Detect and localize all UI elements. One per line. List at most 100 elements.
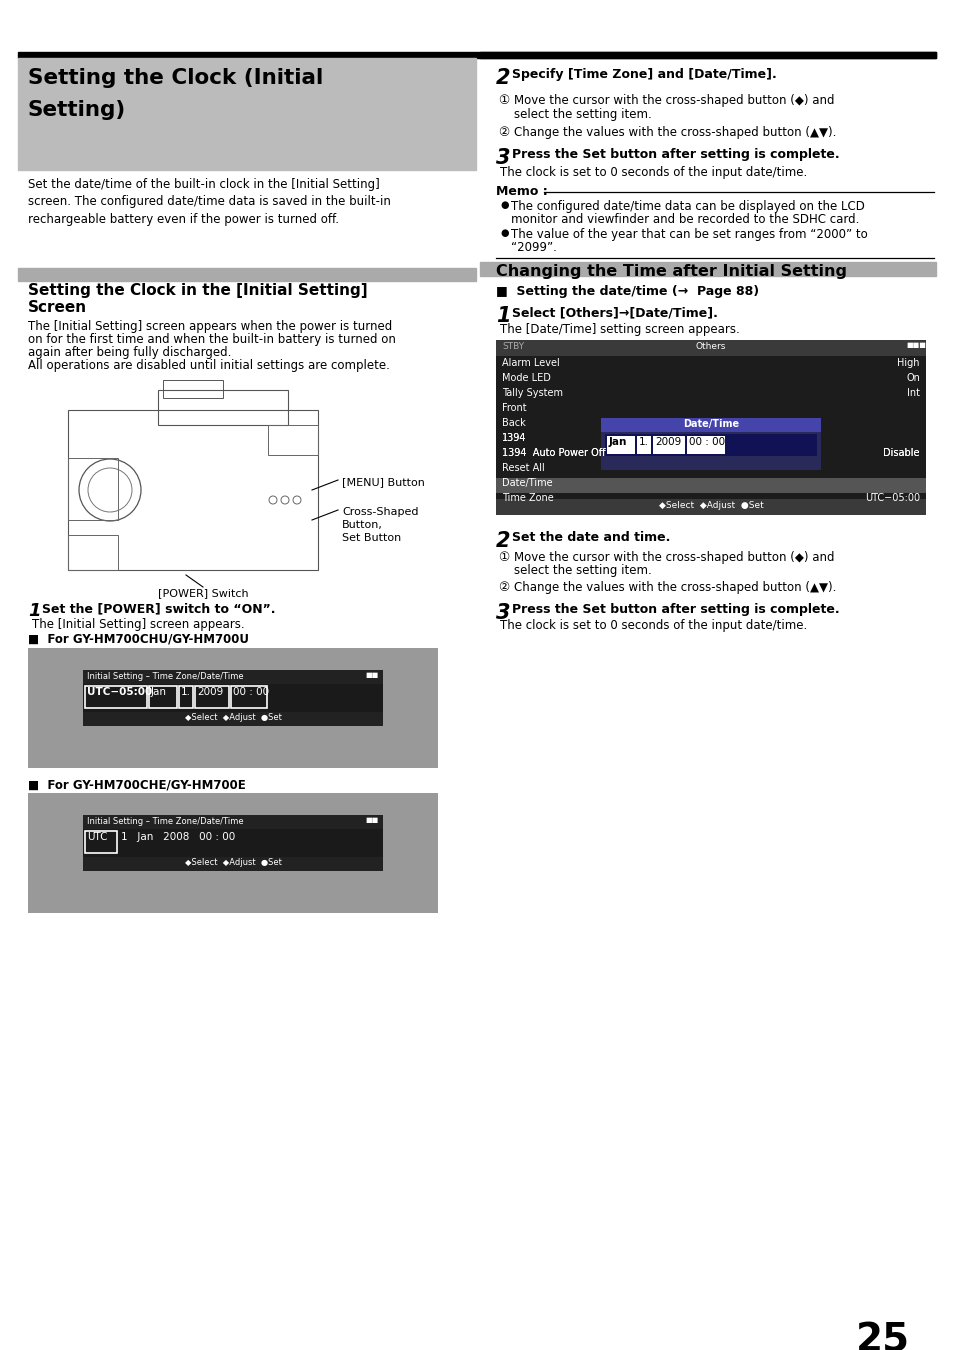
Text: The [Initial Setting] screen appears when the power is turned: The [Initial Setting] screen appears whe… bbox=[28, 320, 392, 333]
Text: Setting): Setting) bbox=[28, 100, 126, 120]
Text: select the setting item.: select the setting item. bbox=[514, 108, 651, 122]
Text: Change the values with the cross-shaped button (▲▼).: Change the values with the cross-shaped … bbox=[514, 126, 836, 139]
Text: Jan: Jan bbox=[608, 437, 627, 447]
Text: 1   Jan   2008   00 : 00: 1 Jan 2008 00 : 00 bbox=[121, 832, 235, 842]
Text: 3: 3 bbox=[496, 148, 510, 167]
Text: ②: ② bbox=[497, 580, 509, 594]
Bar bbox=[179, 686, 193, 707]
Text: The [Date/Time] setting screen appears.: The [Date/Time] setting screen appears. bbox=[499, 323, 739, 336]
Text: Move the cursor with the cross-shaped button (◆) and: Move the cursor with the cross-shaped bu… bbox=[514, 551, 834, 564]
Text: Others: Others bbox=[695, 342, 725, 351]
Text: Date/Time: Date/Time bbox=[501, 478, 552, 487]
Bar bbox=[28, 792, 437, 913]
Bar bbox=[652, 436, 684, 454]
Text: Set the [POWER] switch to “ON”.: Set the [POWER] switch to “ON”. bbox=[42, 602, 275, 616]
Bar bbox=[83, 815, 382, 829]
Text: ■■■: ■■■ bbox=[905, 342, 925, 348]
Text: [MENU] Button: [MENU] Button bbox=[341, 477, 424, 487]
Text: ◆Select  ◆Adjust  ●Set: ◆Select ◆Adjust ●Set bbox=[184, 713, 281, 722]
Text: monitor and viewfinder and be recorded to the SDHC card.: monitor and viewfinder and be recorded t… bbox=[511, 213, 859, 225]
Text: The clock is set to 0 seconds of the input date/time.: The clock is set to 0 seconds of the inp… bbox=[499, 166, 806, 180]
Text: 00 : 00: 00 : 00 bbox=[688, 437, 724, 447]
Text: Press the Set button after setting is complete.: Press the Set button after setting is co… bbox=[512, 148, 839, 161]
Text: 1: 1 bbox=[496, 306, 510, 325]
Text: 2009: 2009 bbox=[655, 437, 680, 447]
Text: Time Zone: Time Zone bbox=[501, 493, 553, 504]
Bar bbox=[158, 390, 288, 425]
Text: ②: ② bbox=[497, 126, 509, 139]
Text: [POWER] Switch: [POWER] Switch bbox=[157, 589, 248, 598]
Bar bbox=[83, 711, 382, 726]
Text: UTC: UTC bbox=[87, 832, 108, 842]
Text: ■■: ■■ bbox=[365, 817, 377, 824]
Bar bbox=[496, 340, 925, 356]
Text: The [Initial Setting] screen appears.: The [Initial Setting] screen appears. bbox=[32, 618, 244, 630]
Text: 1394: 1394 bbox=[501, 433, 526, 443]
Text: Change the values with the cross-shaped button (▲▼).: Change the values with the cross-shaped … bbox=[514, 580, 836, 594]
Text: 1394: 1394 bbox=[501, 433, 526, 443]
Bar bbox=[85, 686, 147, 707]
Text: 3: 3 bbox=[496, 603, 510, 622]
Text: Specify [Time Zone] and [Date/Time].: Specify [Time Zone] and [Date/Time]. bbox=[512, 68, 776, 81]
Text: “2099”.: “2099”. bbox=[511, 242, 557, 254]
Text: STBY: STBY bbox=[501, 342, 523, 351]
Text: Disable: Disable bbox=[882, 448, 919, 458]
Bar bbox=[83, 670, 382, 726]
Text: Changing the Time after Initial Setting: Changing the Time after Initial Setting bbox=[496, 265, 846, 279]
Bar bbox=[18, 53, 935, 58]
Text: Int: Int bbox=[906, 387, 919, 398]
Text: ●: ● bbox=[499, 200, 508, 211]
Bar bbox=[68, 535, 118, 570]
Bar bbox=[600, 418, 821, 470]
Text: 1.: 1. bbox=[639, 437, 648, 447]
Text: 2009: 2009 bbox=[196, 687, 223, 697]
Bar bbox=[600, 418, 821, 432]
Text: 1394  Auto Power Off: 1394 Auto Power Off bbox=[501, 448, 605, 458]
Bar bbox=[83, 684, 382, 711]
Text: select the setting item.: select the setting item. bbox=[514, 564, 651, 576]
Bar bbox=[163, 379, 223, 398]
Text: on for the first time and when the built-in battery is turned on: on for the first time and when the built… bbox=[28, 333, 395, 346]
Text: ①: ① bbox=[497, 551, 509, 564]
Text: again after being fully discharged.: again after being fully discharged. bbox=[28, 346, 232, 359]
Text: Disable: Disable bbox=[882, 448, 919, 458]
Bar bbox=[231, 686, 267, 707]
Bar bbox=[28, 648, 437, 768]
Text: ■  Setting the date/time (→  Page 88): ■ Setting the date/time (→ Page 88) bbox=[496, 285, 759, 298]
Bar bbox=[268, 425, 317, 455]
Text: Tally System: Tally System bbox=[501, 387, 562, 398]
Text: 2: 2 bbox=[496, 68, 510, 88]
Text: All operations are disabled until initial settings are complete.: All operations are disabled until initia… bbox=[28, 359, 390, 373]
Text: ①: ① bbox=[497, 95, 509, 107]
Text: High: High bbox=[897, 358, 919, 369]
Text: Reset All: Reset All bbox=[501, 463, 544, 472]
Bar bbox=[496, 500, 925, 514]
Text: Setting the Clock (Initial: Setting the Clock (Initial bbox=[28, 68, 323, 88]
Text: Select [Others]→[Date/Time].: Select [Others]→[Date/Time]. bbox=[512, 306, 717, 319]
Text: 00 : 00: 00 : 00 bbox=[233, 687, 269, 697]
Bar bbox=[83, 670, 382, 684]
Text: UTC−05:00: UTC−05:00 bbox=[864, 493, 919, 504]
Text: ●: ● bbox=[499, 228, 508, 238]
Text: 1394  Auto Power Off: 1394 Auto Power Off bbox=[501, 448, 605, 458]
Text: Set Button: Set Button bbox=[341, 533, 401, 543]
Bar bbox=[686, 436, 724, 454]
Text: 1: 1 bbox=[28, 602, 40, 620]
Text: Setting the Clock in the [Initial Setting]: Setting the Clock in the [Initial Settin… bbox=[28, 284, 367, 298]
Bar bbox=[18, 58, 476, 170]
Bar bbox=[68, 410, 317, 570]
Text: The value of the year that can be set ranges from “2000” to: The value of the year that can be set ra… bbox=[511, 228, 867, 242]
Bar bbox=[83, 857, 382, 871]
Bar bbox=[496, 478, 925, 493]
Text: Memo :: Memo : bbox=[496, 185, 547, 198]
Text: Jan: Jan bbox=[151, 687, 167, 697]
Text: Back: Back bbox=[501, 418, 525, 428]
Bar bbox=[606, 436, 635, 454]
Text: ◆Select  ◆Adjust  ●Set: ◆Select ◆Adjust ●Set bbox=[658, 501, 762, 510]
Bar bbox=[68, 458, 118, 520]
Text: Cross-Shaped: Cross-Shaped bbox=[341, 508, 418, 517]
Text: On: On bbox=[905, 373, 919, 383]
Bar bbox=[149, 686, 177, 707]
Text: Front: Front bbox=[501, 404, 526, 413]
Text: Move the cursor with the cross-shaped button (◆) and: Move the cursor with the cross-shaped bu… bbox=[514, 95, 834, 107]
